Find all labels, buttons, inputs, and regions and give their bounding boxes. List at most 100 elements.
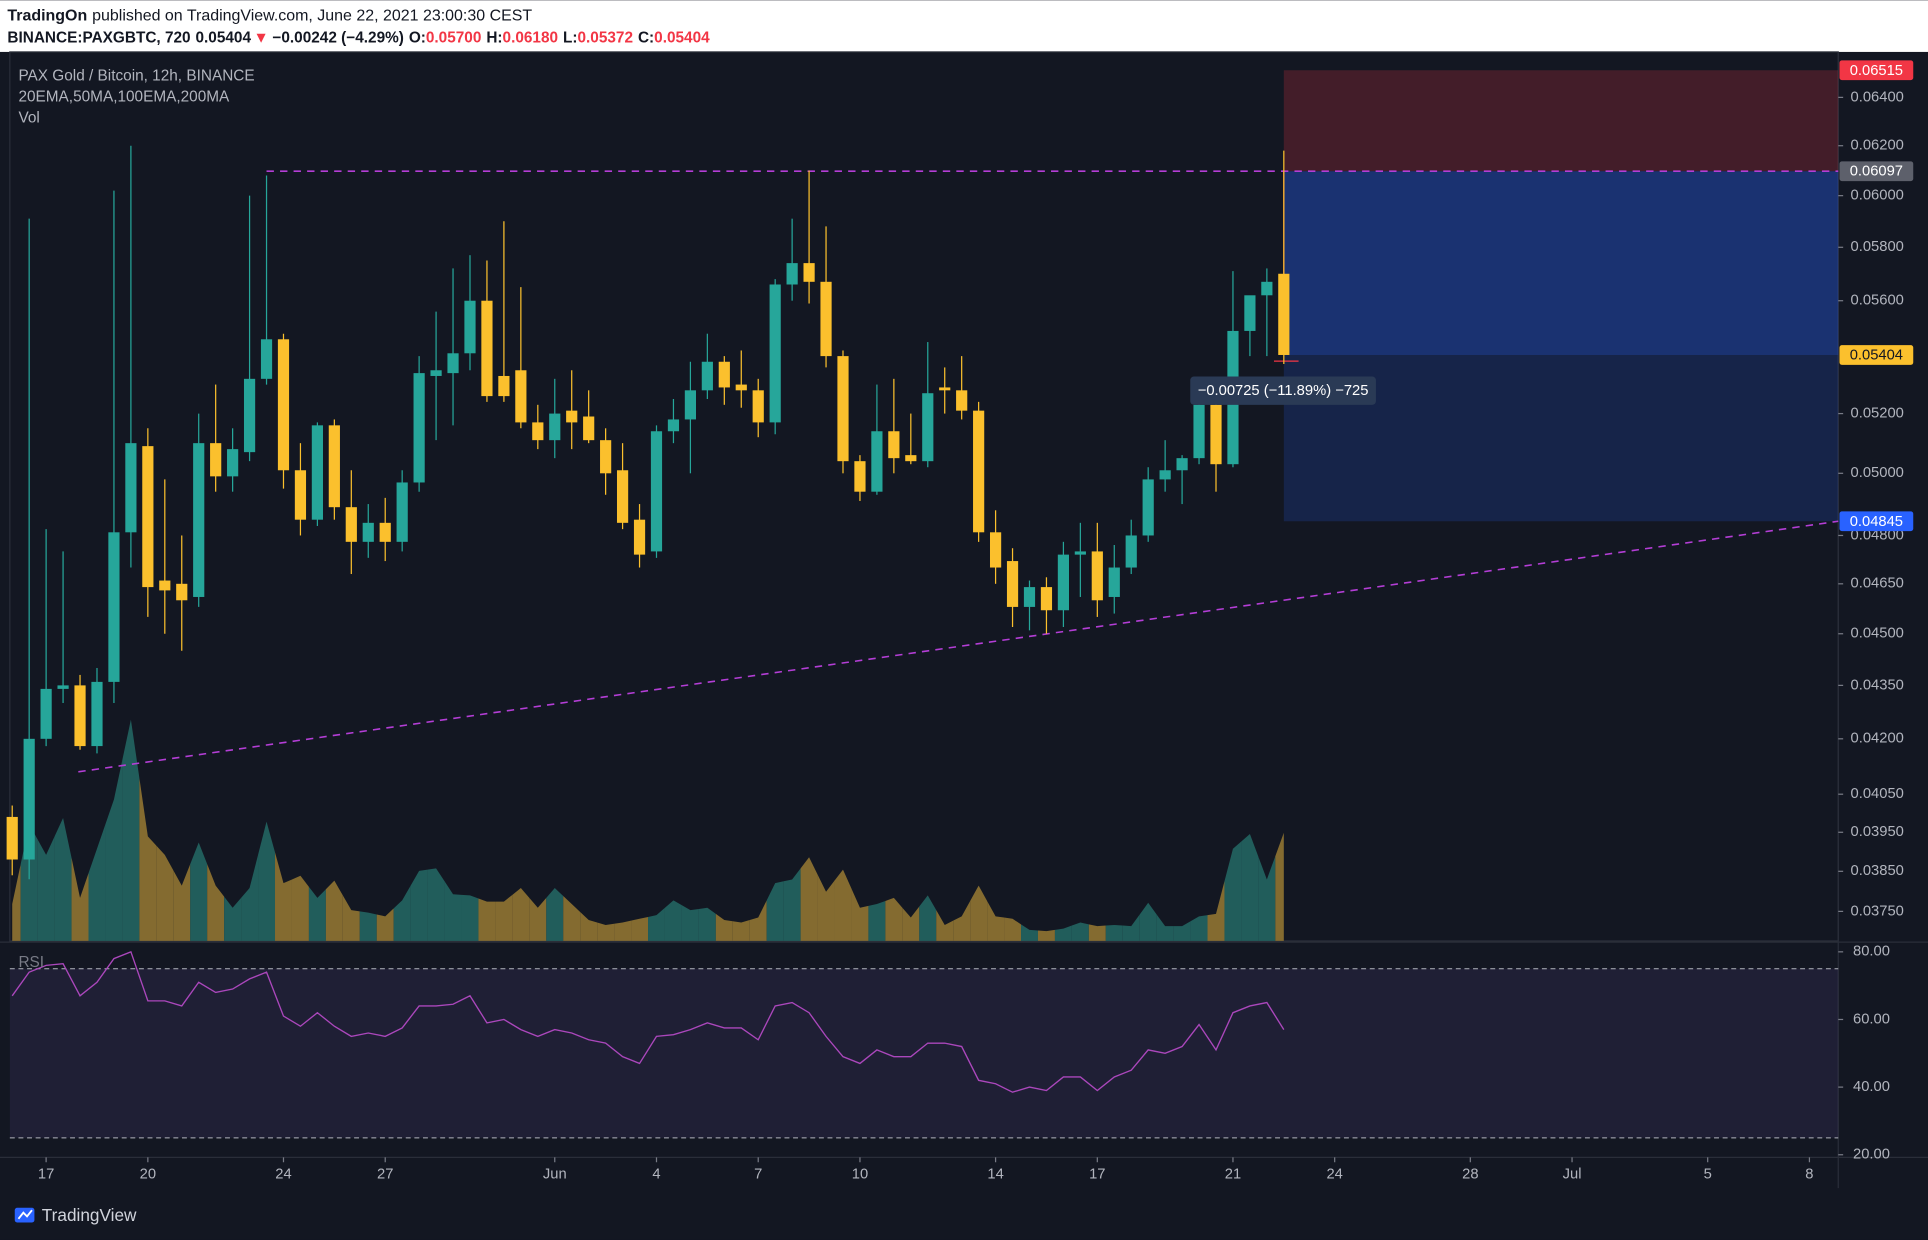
volume-area — [1139, 902, 1157, 941]
candle-body — [752, 390, 764, 423]
x-tick-label: 8 — [1805, 1166, 1813, 1182]
candle-body — [413, 373, 425, 483]
y-tick-label: 0.04650 — [1851, 576, 1904, 592]
candle-body — [328, 425, 340, 508]
volume-area — [681, 905, 699, 941]
volume-area — [512, 888, 530, 941]
y-tick-label: 0.03850 — [1851, 863, 1904, 879]
candle-body — [701, 361, 713, 391]
volume-area — [105, 759, 123, 941]
candle-body — [243, 378, 256, 453]
volume-area — [597, 922, 615, 941]
price-tag-label: 0.06097 — [1850, 164, 1903, 180]
candle-body — [159, 580, 171, 591]
volume-area — [410, 869, 428, 941]
volume-area — [71, 857, 89, 941]
candle-body — [1142, 479, 1154, 536]
volume-area — [444, 881, 462, 941]
volume-area — [1105, 924, 1123, 941]
rsi-band-fill — [9, 968, 1839, 1138]
candle-body — [498, 375, 510, 397]
volume-area — [190, 842, 208, 941]
volume-area — [732, 920, 750, 941]
volume-area — [207, 864, 225, 941]
volume-area — [393, 885, 411, 941]
volume-area — [936, 910, 954, 941]
rsi-line — [11, 950, 1285, 1093]
x-tick-label: 17 — [1089, 1166, 1105, 1182]
candle-body — [769, 284, 781, 423]
volume-area — [1021, 924, 1038, 941]
ohlc-value: 0.06180 — [503, 29, 559, 46]
candle-body — [1176, 458, 1188, 471]
volume-area — [308, 886, 326, 941]
candle-body — [345, 507, 357, 542]
candle-body — [956, 390, 968, 411]
volume-area — [1190, 915, 1208, 941]
volume-area — [37, 836, 55, 941]
y-tick-label: 0.06400 — [1851, 89, 1904, 105]
ohlc-value: 0.05404 — [654, 29, 710, 46]
price-tag — [1839, 161, 1914, 182]
target-zone — [1283, 171, 1839, 522]
candle-body — [616, 470, 629, 523]
candle-body — [939, 387, 951, 391]
candle-body — [57, 685, 69, 689]
volume-area — [783, 868, 801, 941]
y-tick-label: 0.06200 — [1851, 138, 1904, 154]
volume-area — [342, 895, 360, 941]
candle-body — [227, 449, 239, 477]
volume-area — [614, 920, 632, 941]
candle-body — [973, 410, 985, 533]
volume-area — [529, 897, 547, 941]
candle-body — [735, 384, 747, 391]
volume-area — [1207, 881, 1225, 941]
candle-body — [125, 443, 137, 533]
candle-body — [650, 431, 663, 552]
x-tick-label: 5 — [1704, 1166, 1712, 1182]
volume-area — [987, 900, 1005, 941]
indicators: 20EMA,50MA,100EMA,200MA — [18, 88, 230, 105]
candle-body — [871, 431, 883, 492]
volume-area — [749, 900, 767, 941]
candle-body — [515, 370, 527, 423]
header-line-1: TradingOn published on TradingView.com, J… — [7, 7, 532, 24]
last-price: 0.05404 — [195, 29, 251, 46]
change: −0.00242 (−4.29%) — [272, 29, 404, 46]
candle-body — [1210, 404, 1222, 465]
volume-label: Vol — [18, 109, 39, 126]
y-tick-label: 0.04500 — [1851, 626, 1904, 642]
stop-zone — [1283, 70, 1839, 172]
candle-body — [176, 583, 188, 601]
volume-area — [834, 869, 852, 941]
x-tick-label: Jun — [543, 1166, 567, 1182]
candle-body — [1023, 587, 1036, 607]
volume-area — [291, 875, 309, 941]
open-profit-zone — [1283, 171, 1839, 355]
rsi-label: RSI — [18, 954, 44, 971]
candle-body — [1278, 273, 1290, 355]
volume-area — [970, 885, 988, 941]
panes: −0.00725 (−11.89%) −725 0.06400 0.06200 0.0… — [0, 51, 1928, 1189]
price-tag-label: 0.05404 — [1850, 347, 1903, 363]
ohlc-key: H: — [486, 29, 502, 46]
volume-area — [868, 900, 886, 941]
volume-area — [766, 881, 784, 941]
volume-area — [325, 880, 343, 941]
volume-area — [12, 864, 21, 941]
candle-body — [481, 300, 493, 397]
candle-body — [583, 416, 595, 441]
volume-area — [1037, 929, 1055, 941]
ohlc-key: L: — [563, 29, 578, 46]
volume-area — [546, 888, 564, 941]
x-tick-label: 24 — [275, 1166, 291, 1182]
footer-brand: TradingView — [42, 1205, 137, 1225]
candle-body — [1057, 554, 1070, 611]
published: published on TradingView.com, June 22, 2… — [92, 7, 532, 24]
volume-area — [631, 916, 649, 941]
volume-area — [224, 896, 242, 941]
candle-body — [905, 455, 917, 462]
y-tick-label: 0.06000 — [1851, 188, 1904, 204]
candle-body — [922, 393, 934, 462]
volume-area — [851, 888, 869, 941]
